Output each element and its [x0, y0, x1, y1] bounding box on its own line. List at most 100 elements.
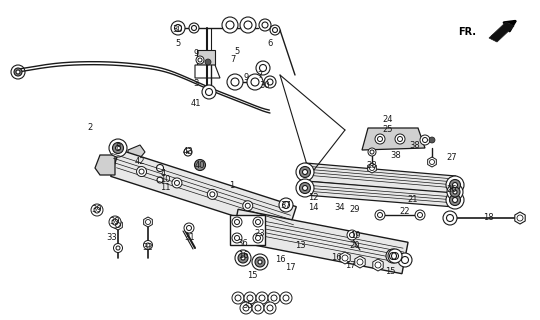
Circle shape [205, 59, 211, 65]
Circle shape [243, 201, 253, 211]
Circle shape [240, 17, 256, 33]
Text: 21: 21 [408, 196, 418, 204]
Text: 17: 17 [345, 260, 355, 269]
Text: 14: 14 [308, 204, 318, 212]
Text: 30: 30 [173, 26, 183, 35]
Circle shape [259, 19, 271, 31]
Text: 8: 8 [116, 143, 120, 153]
Text: 3: 3 [193, 78, 199, 87]
Circle shape [398, 253, 412, 267]
Text: 9: 9 [193, 49, 199, 58]
Text: 34: 34 [335, 204, 345, 212]
Text: 31: 31 [185, 234, 195, 243]
Circle shape [109, 216, 121, 228]
Polygon shape [489, 22, 514, 42]
Circle shape [264, 76, 276, 88]
Circle shape [375, 210, 385, 220]
Text: 2: 2 [87, 124, 93, 132]
Circle shape [449, 180, 461, 190]
Text: 5: 5 [234, 47, 240, 57]
Circle shape [388, 249, 402, 263]
Text: 17: 17 [285, 263, 295, 273]
Circle shape [268, 292, 280, 304]
Circle shape [184, 223, 194, 233]
Text: 4: 4 [160, 169, 166, 178]
Text: 30: 30 [260, 81, 271, 90]
Text: 16: 16 [275, 255, 285, 265]
Text: 32: 32 [143, 244, 153, 252]
Circle shape [253, 233, 263, 243]
Circle shape [280, 292, 292, 304]
Text: 41: 41 [191, 99, 201, 108]
Circle shape [450, 187, 460, 197]
Text: 20: 20 [350, 241, 360, 250]
Circle shape [232, 217, 242, 227]
Circle shape [453, 190, 457, 194]
Text: 38: 38 [410, 140, 420, 149]
Text: 7: 7 [231, 55, 235, 65]
Polygon shape [355, 256, 365, 268]
Circle shape [296, 163, 314, 181]
Circle shape [447, 184, 463, 200]
Circle shape [264, 302, 276, 314]
Circle shape [429, 137, 435, 143]
Circle shape [415, 210, 425, 220]
Circle shape [196, 56, 204, 64]
Text: 24: 24 [383, 116, 393, 124]
Circle shape [235, 250, 251, 266]
Polygon shape [305, 181, 456, 207]
Text: 6: 6 [267, 39, 273, 49]
Circle shape [453, 197, 457, 203]
Circle shape [256, 292, 268, 304]
Text: 16: 16 [330, 253, 341, 262]
Circle shape [202, 85, 216, 99]
Circle shape [207, 189, 218, 199]
Text: 15: 15 [384, 268, 395, 276]
Polygon shape [373, 259, 383, 271]
Text: 43: 43 [183, 148, 193, 156]
Circle shape [238, 253, 248, 263]
Circle shape [232, 233, 242, 243]
Text: 13: 13 [295, 241, 305, 250]
Text: 27: 27 [447, 154, 457, 163]
Circle shape [137, 166, 146, 177]
Text: 11: 11 [160, 183, 170, 193]
Text: 1: 1 [230, 180, 234, 189]
Circle shape [157, 164, 164, 172]
Polygon shape [340, 252, 350, 264]
Polygon shape [144, 217, 152, 227]
Circle shape [241, 256, 245, 260]
Text: 25: 25 [383, 125, 393, 134]
Circle shape [247, 74, 263, 90]
Polygon shape [113, 220, 123, 230]
Circle shape [395, 134, 405, 144]
Circle shape [347, 230, 357, 240]
Circle shape [449, 195, 461, 205]
Circle shape [157, 177, 163, 183]
Text: 22: 22 [400, 207, 410, 217]
Circle shape [253, 217, 263, 227]
Text: 23: 23 [255, 228, 265, 237]
Circle shape [240, 302, 252, 314]
Circle shape [189, 23, 199, 33]
Circle shape [186, 150, 190, 154]
Polygon shape [428, 157, 436, 167]
Circle shape [144, 241, 152, 250]
Polygon shape [128, 145, 145, 158]
Text: 39: 39 [110, 218, 120, 227]
Text: 19: 19 [350, 230, 360, 239]
Polygon shape [368, 163, 376, 173]
Circle shape [222, 17, 238, 33]
Text: 16: 16 [238, 251, 248, 260]
Text: 35: 35 [242, 301, 253, 310]
Circle shape [227, 74, 243, 90]
Circle shape [112, 142, 124, 154]
Circle shape [302, 170, 307, 174]
Circle shape [279, 198, 293, 212]
Circle shape [172, 178, 182, 188]
Polygon shape [95, 155, 115, 175]
Text: 33: 33 [106, 233, 117, 242]
Text: 36: 36 [238, 238, 248, 247]
Circle shape [443, 211, 457, 225]
Polygon shape [304, 163, 456, 194]
